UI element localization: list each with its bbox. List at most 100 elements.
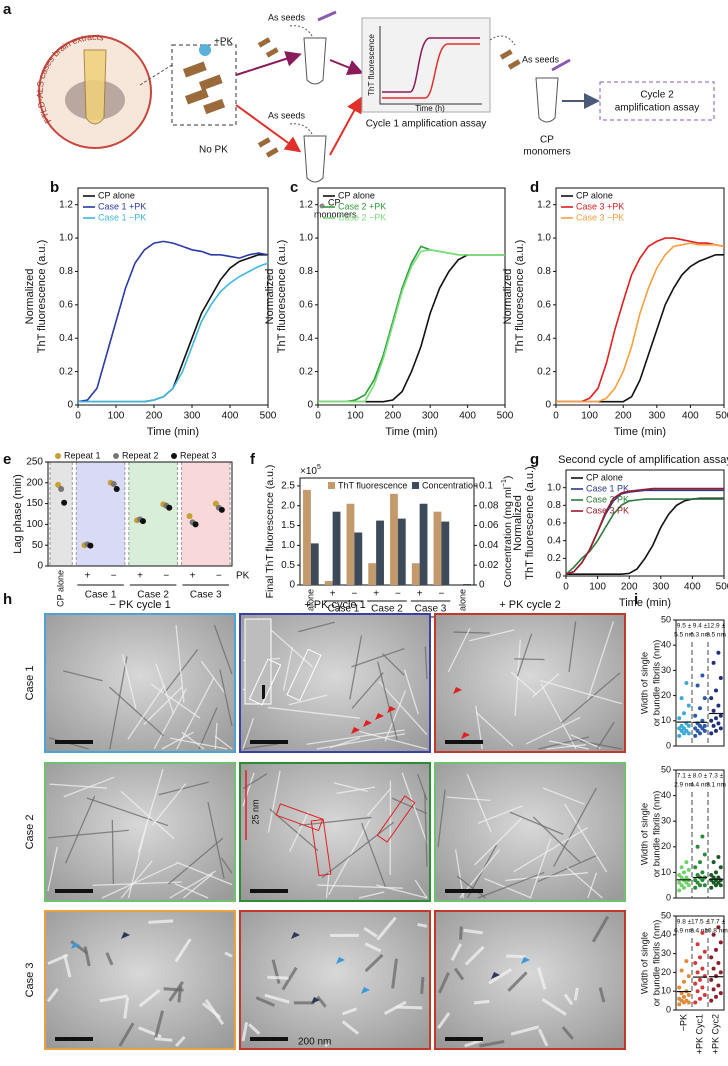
micrograph [44,910,236,1050]
data-point [677,872,682,877]
arrowhead [375,713,384,720]
y-tick-label: 0.1 [479,481,493,492]
fibril [477,805,523,824]
assay-xlabel: Time (h) [415,104,445,113]
y-tick-label: 250 [26,457,43,468]
x-tick-label: + [373,589,379,600]
micrograph [239,762,431,902]
x-tick-label: 200 [615,411,632,422]
y-tick-label: 30 [661,665,671,675]
panel-label: g [530,451,539,468]
x-tick-label: 300 [422,411,439,422]
data-point [58,486,65,493]
fibril [316,995,327,1008]
legend-label: Case 2 PK [586,494,629,504]
y-tick-label: 1.0 [299,233,313,244]
data-point [709,731,714,736]
y-tick-label: 0.5 [281,560,295,571]
fibril [271,959,281,984]
data-point [166,504,173,511]
legend-label: ThT fluorescence [338,480,407,490]
fibril [175,1035,186,1048]
legend-label: CP alone [98,190,135,200]
group-annotation: 4.4 nm [690,782,710,789]
fibril [181,731,205,750]
fibril [561,1026,574,1040]
cycle1-label: Cycle 1 amplification assay [366,119,487,130]
y-axis-label: Normalized [512,495,524,551]
fibril [329,737,361,749]
fibril [151,783,187,826]
arrow [235,104,302,153]
y-tick-label: 1.0 [547,482,561,493]
fibril [510,671,538,696]
bar [310,543,319,585]
y-tick-label: 0.06 [479,520,499,531]
group-label: Case 2 [371,604,403,615]
y-tick-label: 0.2 [537,366,551,377]
y-tick-label: 0 [666,1004,671,1014]
data-point [698,860,702,865]
group-axis-label: PK [236,571,250,582]
y-multiplier-exp: 5 [317,464,321,471]
fibril [341,1020,360,1035]
fibril [542,787,585,805]
fibril [566,866,603,899]
data-point [677,726,682,731]
y-tick-label: 0.04 [479,540,499,551]
legend-label: Repeat 3 [180,450,217,460]
data-point [716,925,721,930]
fibril [175,624,185,703]
fibril [65,795,96,864]
x-tick-label: + [417,589,423,600]
plot-frame [675,915,725,1011]
fibril [424,646,428,680]
tube [535,77,559,123]
data-point [695,880,700,885]
data-point [702,696,707,701]
data-point [679,723,684,728]
group-band [50,462,73,566]
fibril [148,919,174,924]
fibril [376,916,397,941]
data-point [718,675,723,680]
data-point [693,733,698,738]
fibril [377,661,398,741]
series-line [318,248,505,403]
x-tick-label: + [137,571,143,582]
fibril [438,971,450,994]
panel-label: d [530,179,539,196]
fibril [364,942,382,953]
row-label: Case 2 [24,815,36,850]
scale-bar [55,740,93,744]
fibril [111,819,115,885]
data-point [718,970,723,975]
bar [390,493,398,585]
x-tick-label: 0 [563,582,569,593]
data-point [679,728,684,733]
fibril [596,721,615,750]
legend-swatch [412,482,419,489]
x-axis-label: Time (min) [147,426,199,438]
y2-label-end: ) [502,476,514,480]
data-point [702,852,707,857]
fibril [198,707,218,750]
data-point [686,867,691,872]
row-label: Case 1 [24,666,36,701]
assay-curve [382,43,480,99]
cp-label: CP [540,135,554,146]
data-point [700,726,705,731]
legend-label: CP alone [586,472,623,482]
data-point [677,1002,682,1007]
fibril [174,883,209,899]
micrograph [434,613,626,753]
fibril [242,773,268,790]
highlight-box [248,658,282,706]
y-tick-label: 0.8 [59,266,73,277]
data-point [702,723,707,728]
fibril [321,821,395,879]
data-point [682,870,686,875]
x-tick-label: 500 [716,582,728,593]
y-axis-label: ThT fluorescence (a.u.) [36,240,48,354]
